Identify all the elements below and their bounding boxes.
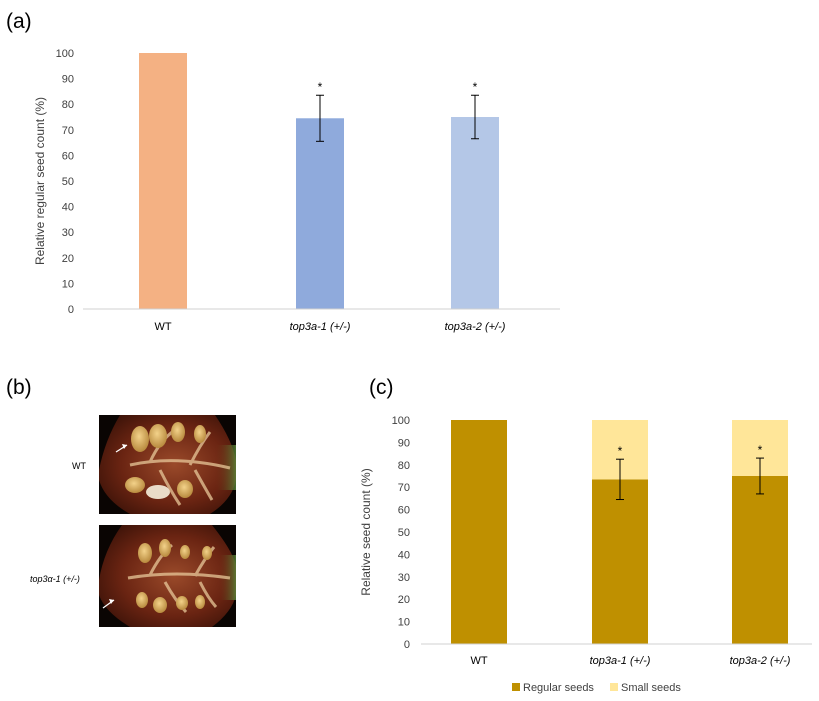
- c-y-tick-label: 60: [398, 505, 410, 517]
- c-category-label-2: top3a-2 (+/-): [730, 655, 791, 667]
- a-y-tick-label: 60: [62, 150, 74, 162]
- a-category-label-1: top3a-1 (+/-): [290, 321, 351, 333]
- panel-label-c: (c): [369, 376, 394, 399]
- chart-c-significance: * *: [618, 443, 763, 458]
- c-y-tick-label: 90: [398, 437, 410, 449]
- c-category-label-0: WT: [470, 655, 487, 667]
- a-y-tick-label: 80: [62, 99, 74, 111]
- a-bar-2: [451, 117, 499, 309]
- chart-a-y-axis-label: Relative regular seed count (%): [33, 97, 47, 265]
- c-y-tick-label: 40: [398, 549, 410, 561]
- a-y-tick-label: 10: [62, 278, 74, 290]
- c-y-tick-label: 10: [398, 617, 410, 629]
- legend-swatch-small-seeds: [610, 683, 618, 691]
- c-error-bar-2: [756, 457, 764, 495]
- a-bar-1: [296, 118, 344, 309]
- a-category-label-2: top3a-2 (+/-): [445, 321, 506, 333]
- chart-c-error-bars: [616, 457, 764, 501]
- a-y-tick-label: 30: [62, 227, 74, 239]
- a-y-tick-label: 100: [56, 48, 74, 60]
- c-error-bar-1: [616, 458, 624, 501]
- chart-c-y-ticks: 0 10 20 30 40 50 60 70 80 90 100: [392, 415, 410, 651]
- fruit-photo-top3a-1: [99, 525, 236, 627]
- chart-c-y-axis-label: Relative seed count (%): [359, 468, 373, 595]
- a-y-tick-label: 0: [68, 304, 74, 316]
- legend-label-regular-seeds: Regular seeds: [523, 682, 594, 694]
- fruit-photo-wt: [99, 415, 236, 514]
- c-y-tick-label: 80: [398, 460, 410, 472]
- chart-a-y-ticks: 0 10 20 30 40 50 60 70 80 90 100: [56, 48, 74, 316]
- panel-label-b: (b): [6, 376, 32, 399]
- a-significance-2: *: [473, 80, 478, 94]
- panel-label-a: (a): [6, 10, 32, 33]
- a-y-tick-label: 50: [62, 176, 74, 188]
- a-bar-0: [139, 53, 187, 309]
- legend-swatch-regular-seeds: [512, 683, 520, 691]
- a-significance-1: *: [318, 80, 323, 94]
- chart-a-significance: * *: [318, 80, 478, 94]
- photo-label-top3a-1: top3α-1 (+/-): [30, 574, 80, 584]
- a-category-label-0: WT: [154, 321, 171, 333]
- a-y-tick-label: 40: [62, 202, 74, 214]
- legend-label-small-seeds: Small seeds: [621, 682, 681, 694]
- c-y-tick-label: 50: [398, 527, 410, 539]
- c-y-tick-label: 70: [398, 482, 410, 494]
- chart-c-bars: [451, 420, 788, 644]
- chart-a-bars: [139, 53, 499, 309]
- a-y-tick-label: 90: [62, 74, 74, 86]
- chart-a-error-bars: [316, 94, 479, 142]
- photo-label-wt: WT: [72, 461, 86, 471]
- c-y-tick-label: 0: [404, 639, 410, 651]
- a-error-bar-2: [471, 94, 479, 140]
- c-bar-regular-0: [451, 420, 507, 644]
- c-y-tick-label: 20: [398, 594, 410, 606]
- c-bar-regular-2: [732, 476, 788, 644]
- c-significance-1: *: [618, 444, 623, 458]
- a-y-tick-label: 20: [62, 253, 74, 265]
- c-y-tick-label: 100: [392, 415, 410, 427]
- c-category-label-1: top3a-1 (+/-): [590, 655, 651, 667]
- chart-a-categories: WT top3a-1 (+/-) top3a-2 (+/-): [154, 321, 505, 333]
- chart-c-legend: Regular seeds Small seeds: [512, 682, 681, 694]
- a-y-tick-label: 70: [62, 125, 74, 137]
- c-significance-2: *: [758, 443, 763, 457]
- c-bar-regular-1: [592, 479, 648, 644]
- c-y-tick-label: 30: [398, 572, 410, 584]
- chart-c-categories: WT top3a-1 (+/-) top3a-2 (+/-): [470, 655, 790, 667]
- a-error-bar-1: [316, 94, 324, 142]
